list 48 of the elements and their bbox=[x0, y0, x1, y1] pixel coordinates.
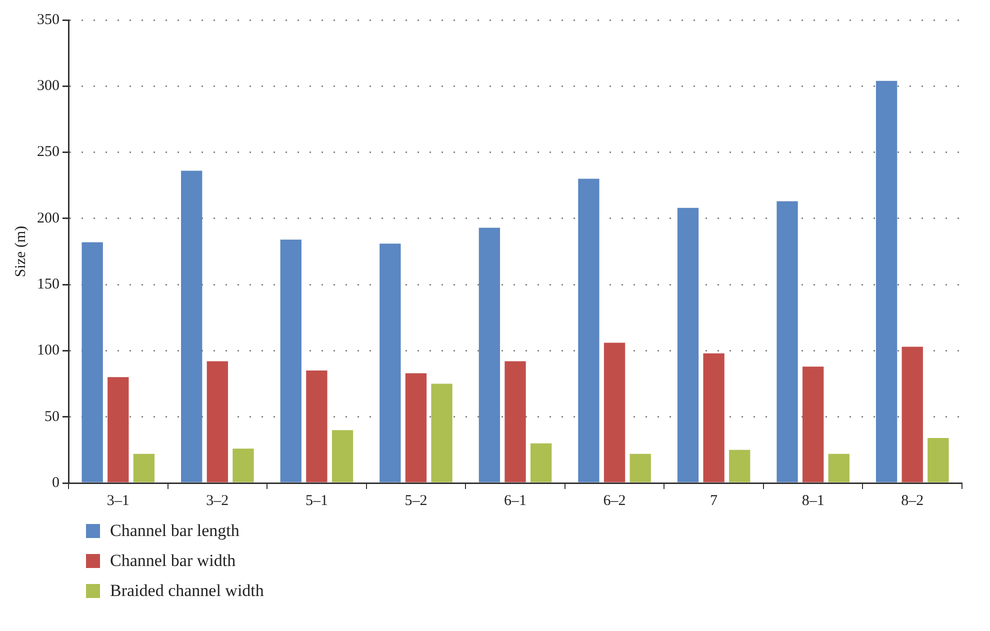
x-tick-label: 5–2 bbox=[404, 492, 428, 509]
y-tick-label: 100 bbox=[37, 342, 60, 359]
bar bbox=[604, 342, 626, 482]
y-tick-label: 0 bbox=[52, 474, 60, 491]
bar bbox=[729, 450, 750, 482]
bar bbox=[181, 170, 202, 482]
x-tick-label: 8–2 bbox=[901, 492, 924, 509]
x-tick-label: 3–1 bbox=[106, 492, 130, 509]
x-tick-label: 7 bbox=[710, 492, 718, 509]
bar bbox=[928, 438, 949, 482]
y-tick-label: 250 bbox=[37, 144, 60, 160]
bar bbox=[876, 80, 898, 482]
bar bbox=[332, 430, 354, 482]
bar bbox=[776, 201, 798, 482]
bar bbox=[703, 353, 724, 482]
bar bbox=[306, 370, 328, 482]
bar bbox=[280, 240, 302, 482]
bar bbox=[677, 208, 699, 482]
bar bbox=[232, 448, 254, 482]
bar bbox=[630, 454, 651, 482]
y-tick-label: 150 bbox=[37, 276, 60, 293]
x-tick-label: 5–1 bbox=[305, 492, 328, 509]
bar bbox=[504, 361, 526, 482]
bar bbox=[108, 377, 129, 482]
bar bbox=[802, 366, 824, 482]
bar bbox=[828, 454, 850, 482]
x-tick-label: 3–2 bbox=[206, 492, 229, 509]
y-tick-label: 350 bbox=[37, 12, 60, 28]
x-tick-label: 6–2 bbox=[603, 492, 626, 509]
legend-label: Channel bar length bbox=[110, 521, 240, 541]
bar bbox=[431, 384, 452, 482]
x-tick-label: 6–1 bbox=[504, 492, 526, 509]
y-tick-label: 300 bbox=[37, 78, 60, 94]
y-axis-title: Size (m) bbox=[12, 226, 29, 278]
bar bbox=[405, 373, 427, 482]
bar bbox=[82, 242, 103, 482]
legend-label: Channel bar width bbox=[110, 551, 236, 571]
bar bbox=[133, 454, 155, 482]
y-tick-label: 50 bbox=[44, 408, 60, 425]
bar bbox=[380, 244, 401, 482]
x-tick-label: 8–1 bbox=[802, 492, 824, 509]
bar bbox=[902, 346, 923, 482]
bar bbox=[578, 178, 600, 482]
bar bbox=[530, 443, 552, 482]
legend-label: Braided channel width bbox=[110, 581, 264, 601]
y-tick-label: 200 bbox=[37, 210, 60, 226]
bar bbox=[478, 228, 500, 482]
bar bbox=[206, 361, 228, 482]
